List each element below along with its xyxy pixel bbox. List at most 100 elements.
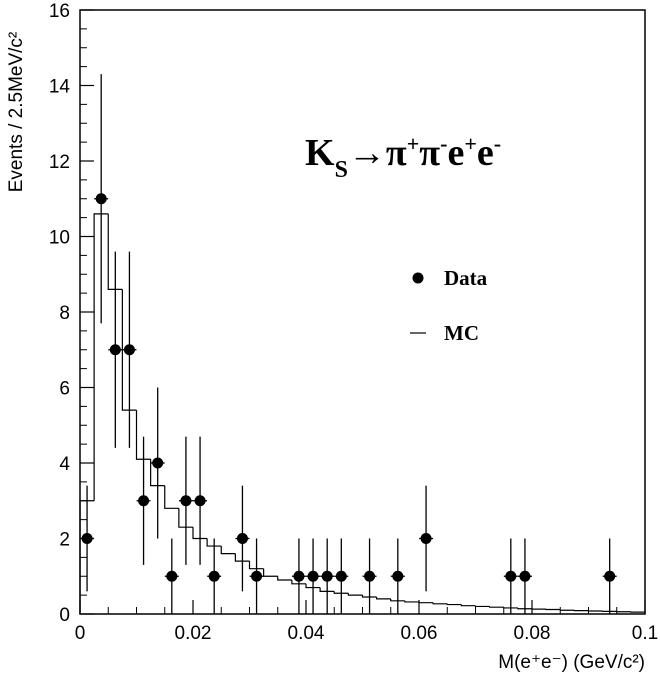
- histogram-step: [93, 213, 109, 501]
- legend-label: MC: [444, 321, 479, 345]
- data-point: [392, 570, 404, 582]
- annotation-part: S: [335, 157, 348, 183]
- y-tick-label: 10: [49, 228, 70, 249]
- histogram-step: [559, 609, 575, 611]
- y-tick-label: 16: [49, 1, 70, 22]
- histogram-step: [404, 600, 419, 603]
- annotation-part: e: [447, 132, 464, 174]
- histogram-bin: [490, 607, 504, 614]
- x-tick-label: 0.08: [514, 623, 551, 644]
- histogram-bin: [377, 599, 391, 614]
- histogram-bin: [447, 605, 461, 614]
- histogram-step: [263, 568, 278, 577]
- histogram-step: [361, 595, 377, 598]
- histogram-bin: [405, 602, 419, 614]
- plot-frame: [79, 9, 646, 615]
- x-axis-label: M(e⁺e⁻) (GeV/c²): [498, 652, 645, 673]
- histogram-step: [121, 289, 137, 411]
- histogram-step: [206, 538, 222, 547]
- annotation-part: K: [305, 132, 335, 174]
- y-tick-label: 8: [59, 303, 70, 324]
- histogram-bin: [278, 580, 292, 614]
- histogram-bin: [419, 603, 433, 614]
- annotation-part: -: [440, 131, 447, 156]
- histogram-step: [150, 459, 165, 487]
- data-point: [152, 457, 164, 469]
- data-point: [194, 495, 206, 507]
- data-point: [321, 570, 333, 582]
- histogram-step: [503, 607, 518, 609]
- histogram-bin: [461, 606, 475, 614]
- data-point: [109, 344, 121, 356]
- histogram-step: [460, 604, 476, 607]
- histogram-step: [319, 587, 335, 592]
- annotation-part: →π: [348, 132, 407, 174]
- data-point: [95, 193, 107, 205]
- annotation: KS→π+π-e+e-: [305, 131, 501, 183]
- histogram-step: [248, 561, 264, 570]
- histogram-step: [418, 601, 434, 604]
- histogram-step: [291, 580, 306, 585]
- data-point: [420, 533, 432, 544]
- x-tick-label: 0.02: [175, 623, 212, 644]
- histogram-bin: [348, 595, 362, 614]
- data-point: [293, 570, 305, 582]
- y-tick-label: 6: [59, 379, 70, 400]
- data-point: [505, 570, 517, 582]
- annotation-part: e: [477, 132, 494, 174]
- histogram-bin: [476, 606, 490, 614]
- histogram-step: [277, 576, 292, 581]
- x-tick-label: 0.06: [401, 623, 438, 644]
- histogram-step: [489, 606, 504, 608]
- histogram-step: [178, 508, 193, 528]
- histogram-step: [164, 485, 179, 509]
- data-point: [604, 570, 616, 582]
- data-point: [166, 570, 178, 582]
- data-point: [180, 495, 192, 507]
- histogram-step: [107, 213, 123, 290]
- legend-label: Data: [444, 266, 488, 290]
- data-point: [307, 570, 319, 582]
- histogram-step: [390, 598, 405, 602]
- legend-marker: [412, 272, 424, 284]
- histogram-step: [517, 607, 532, 610]
- x-tick-label: 0: [75, 623, 86, 644]
- annotation-part: +: [407, 131, 420, 156]
- annotation-part: -: [494, 131, 501, 156]
- annotation-part: +: [464, 131, 477, 156]
- histogram-step: [474, 605, 490, 608]
- x-tick-label: 0.1: [632, 623, 658, 644]
- histogram-bin: [264, 576, 278, 614]
- histogram-step: [79, 500, 95, 614]
- data-point: [208, 570, 220, 582]
- y-tick-label: 12: [49, 152, 70, 173]
- data-point: [519, 570, 531, 582]
- histogram-step: [220, 546, 236, 555]
- y-tick-label: 0: [59, 605, 70, 626]
- y-axis-label: Events / 2.5MeV/c²: [6, 32, 27, 193]
- histogram-step: [234, 553, 250, 562]
- x-tick-label: 0.04: [288, 623, 325, 644]
- data-point: [236, 533, 248, 544]
- y-tick-label: 4: [59, 454, 70, 475]
- histogram-step: [135, 410, 151, 460]
- histogram-step: [192, 527, 208, 540]
- data-point: [251, 570, 263, 582]
- histogram-step: [432, 602, 448, 605]
- histogram-step: [376, 597, 391, 600]
- data-point: [364, 570, 376, 582]
- histogram-bin: [221, 554, 235, 614]
- data-point: [81, 533, 93, 544]
- histogram-step: [446, 603, 462, 606]
- data-point: [138, 495, 150, 507]
- annotation-part: π: [419, 132, 440, 174]
- histogram-step: [305, 583, 321, 589]
- y-tick-label: 14: [49, 77, 71, 98]
- y-tick-label: 2: [59, 530, 70, 551]
- data-point: [335, 570, 347, 582]
- histogram-bin: [433, 604, 447, 614]
- data-point: [123, 344, 135, 356]
- histogram-step: [347, 593, 363, 596]
- histogram-step: [333, 591, 349, 594]
